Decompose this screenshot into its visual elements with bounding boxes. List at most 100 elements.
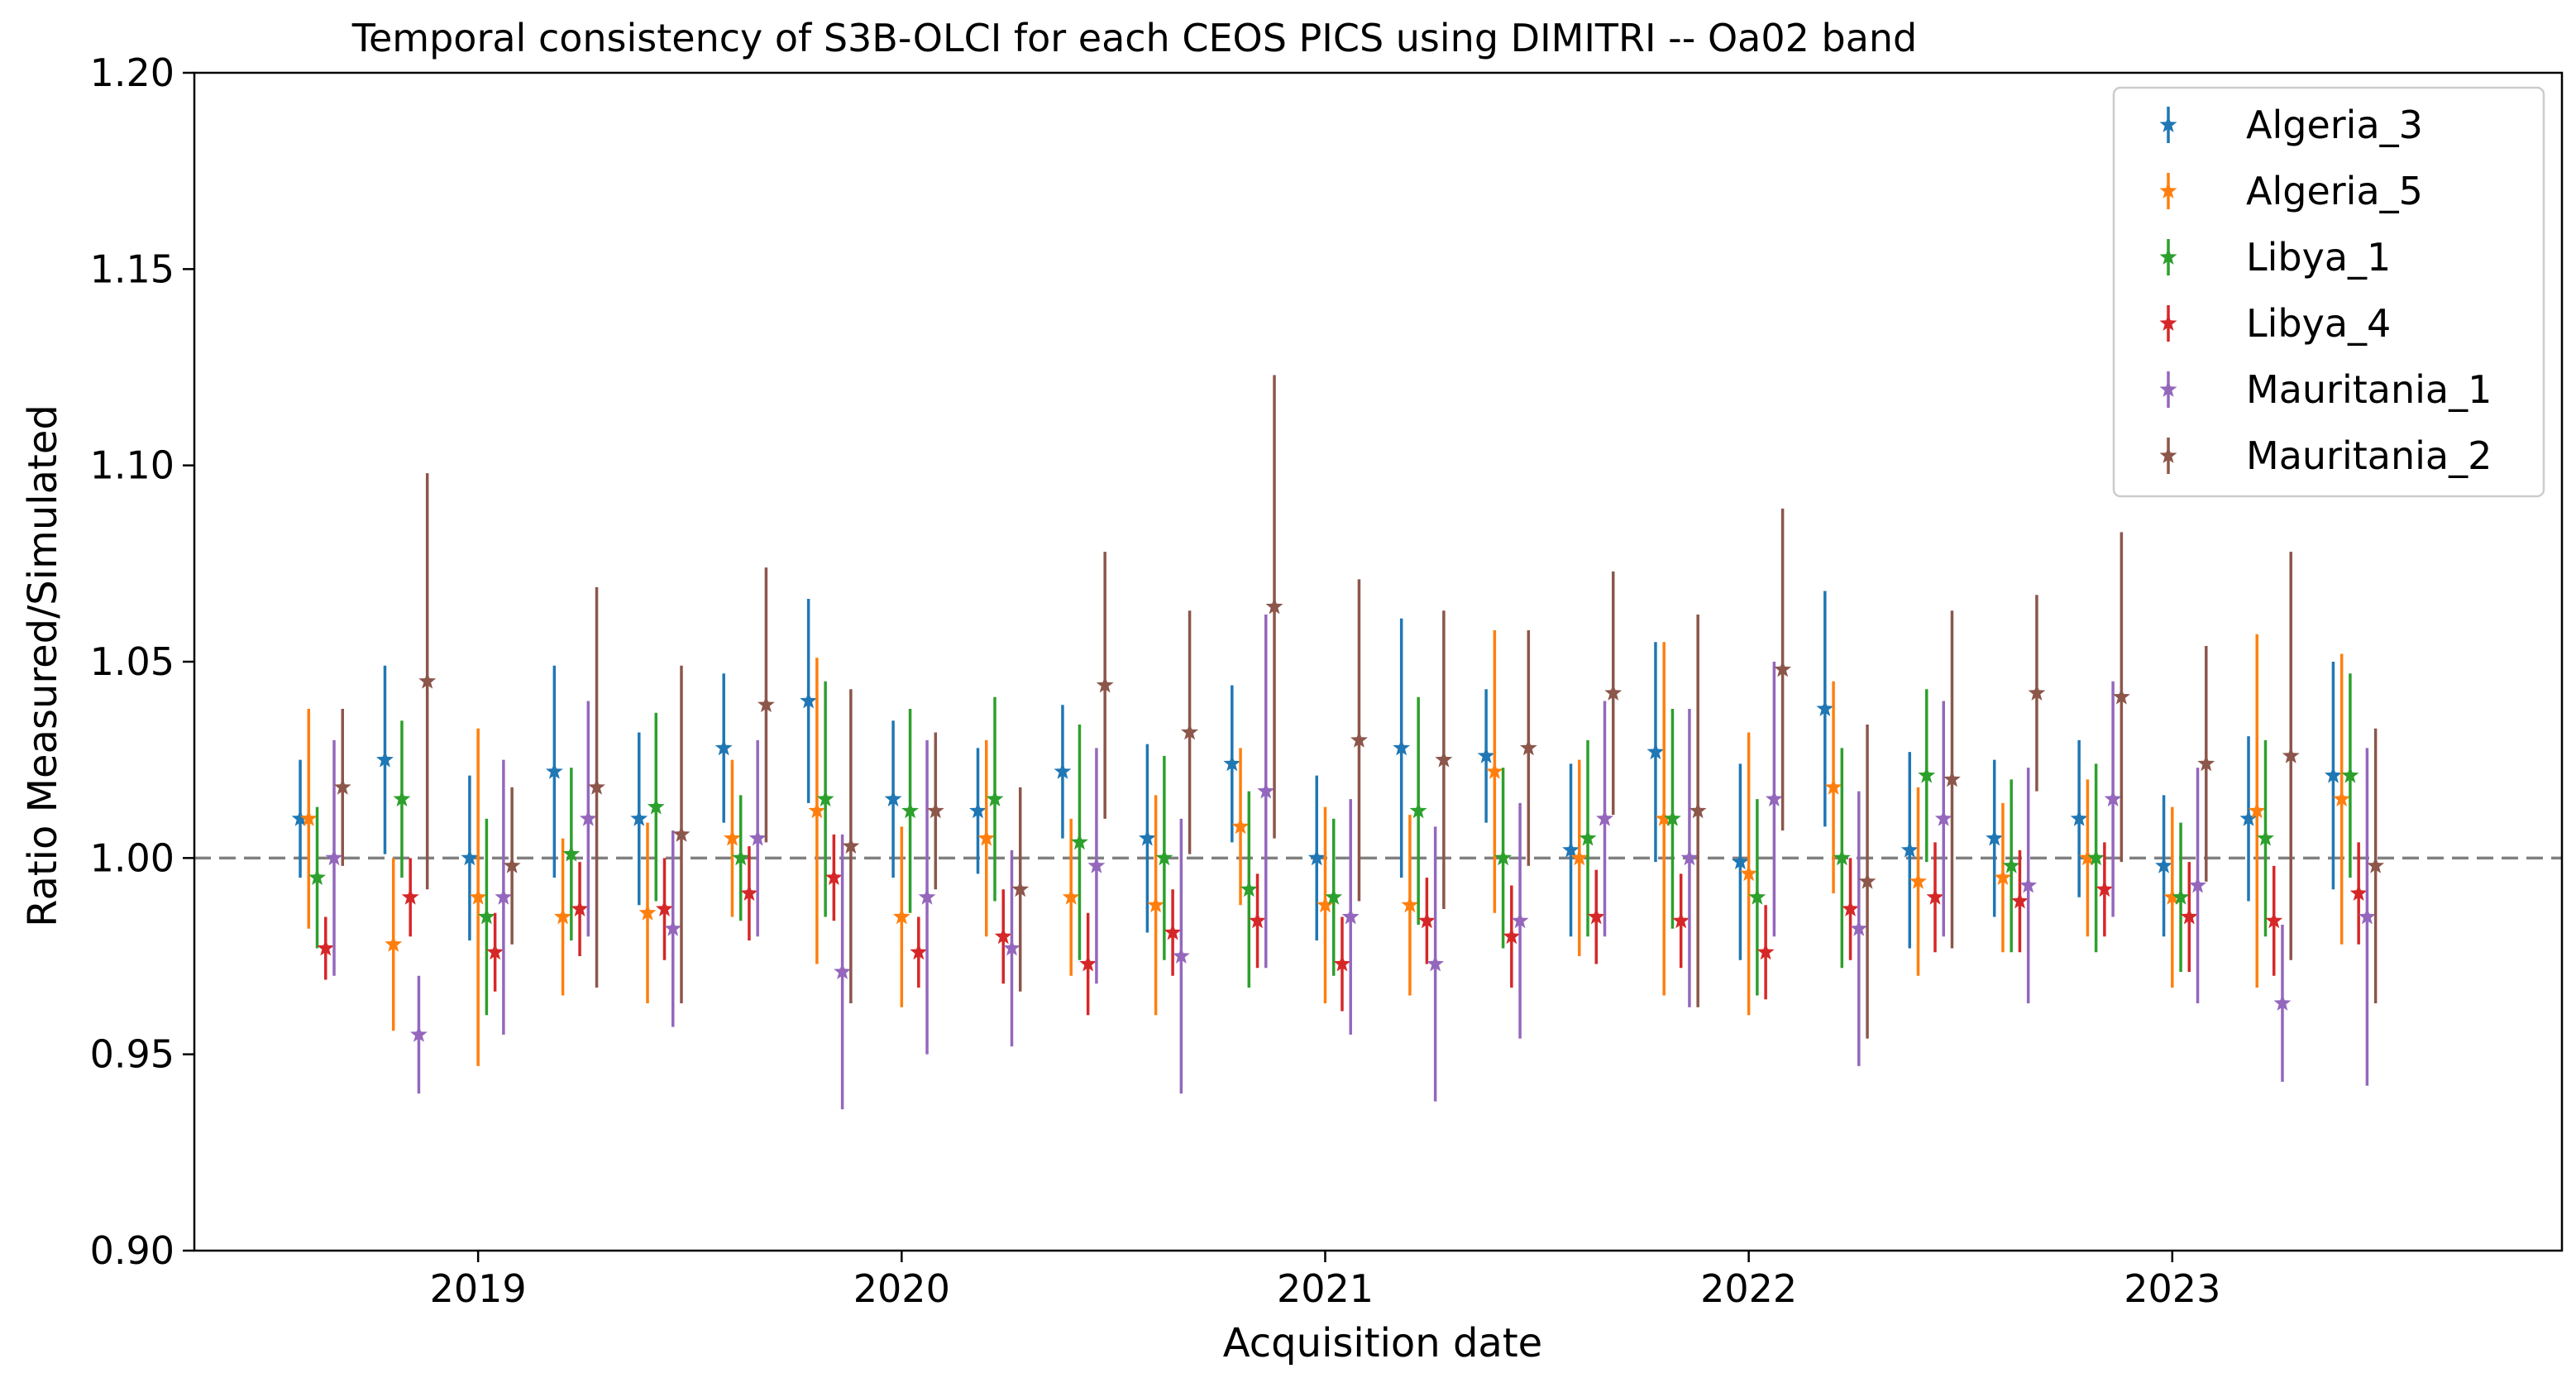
data-point [2019, 876, 2038, 893]
series-mauritania-2 [333, 375, 2385, 1039]
legend-entry: Libya_1 [2159, 235, 2391, 280]
data-point [1740, 864, 1758, 882]
data-point [986, 790, 1004, 806]
data-point [2087, 849, 2105, 866]
data-point [884, 790, 902, 806]
data-point [926, 801, 944, 819]
data-point [1435, 750, 1453, 768]
data-point [2349, 884, 2368, 901]
data-point [1596, 809, 1613, 826]
data-point [1918, 766, 1936, 783]
data-point [461, 849, 479, 866]
data-point [808, 801, 826, 819]
data-point [2112, 687, 2130, 705]
data-point [1249, 911, 1266, 929]
data-point [630, 809, 648, 826]
data-point [2163, 888, 2182, 905]
legend-box [2112, 86, 2545, 498]
data-point [2282, 746, 2300, 763]
data-point [1393, 739, 1411, 756]
data-point [1519, 739, 1537, 756]
data-point [2155, 856, 2172, 873]
data-point [1427, 955, 1445, 972]
data-point [1562, 840, 1580, 858]
data-point [562, 845, 581, 862]
data-point [1994, 868, 2012, 885]
data-point [2078, 849, 2096, 866]
data-point [800, 691, 818, 709]
data-point [1900, 840, 1919, 858]
data-point [1765, 790, 1783, 806]
data-point [1833, 849, 1851, 866]
data-point [1062, 888, 1080, 905]
data-point [2096, 880, 2114, 897]
data-point [2239, 809, 2258, 826]
data-point [1257, 782, 1275, 799]
data-point [1231, 817, 1250, 835]
data-point [1672, 911, 1690, 929]
data-point [503, 856, 521, 873]
data-point [579, 809, 597, 826]
data-point [1333, 955, 1351, 972]
data-point [1401, 896, 1419, 913]
data-point [545, 762, 563, 779]
data-point [647, 797, 665, 815]
data-point [571, 900, 589, 916]
data-point [1223, 754, 1241, 772]
data-point [748, 829, 767, 846]
data-point [1477, 746, 1495, 763]
data-point [842, 837, 860, 854]
data-point [2257, 829, 2274, 846]
data-point [1155, 849, 1173, 866]
x-axis-ticks: 2019 2020 2021 2022 2023 [430, 1251, 2220, 1311]
data-point [2180, 907, 2198, 925]
data-point [1087, 856, 1106, 873]
data-point [2070, 809, 2088, 826]
series-algeria-5 [299, 630, 2351, 1066]
data-point [1138, 829, 1156, 846]
chart-title: Temporal consistency of S3B-OLCI for eac… [351, 16, 1918, 60]
legend-entry: Mauritania_1 [2159, 367, 2492, 412]
data-point [2325, 766, 2342, 783]
data-point [376, 750, 394, 768]
data-point [410, 1025, 428, 1042]
legend-entry: Mauritania_2 [2159, 433, 2492, 478]
data-point [1341, 907, 1360, 925]
data-point [1350, 730, 1368, 748]
legend-label: Mauritania_2 [2246, 433, 2492, 478]
data-point [1409, 801, 1427, 819]
legend-label: Libya_1 [2246, 235, 2391, 280]
y-axis-ticks: 0.90 0.95 1.00 1.05 1.10 1.15 1.20 [90, 50, 194, 1273]
data-point [495, 888, 513, 905]
x-tick-label: 2023 [2124, 1266, 2220, 1311]
data-point [1731, 853, 1749, 869]
series-algeria-3 [291, 591, 2342, 960]
data-point [333, 778, 351, 795]
data-point [486, 943, 504, 960]
data-point [1494, 849, 1513, 866]
data-point [1570, 849, 1589, 866]
data-point [2273, 994, 2292, 1011]
data-point [1646, 743, 1665, 760]
data-point [910, 943, 928, 960]
data-point [1824, 778, 1842, 795]
data-point [732, 849, 750, 866]
data-point [1054, 762, 1072, 779]
y-tick-label: 1.10 [90, 443, 174, 488]
data-point [1079, 955, 1097, 972]
data-point [1503, 927, 1521, 945]
data-point [588, 778, 605, 795]
data-point [1003, 939, 1020, 956]
legend-marker-icon [2159, 116, 2177, 132]
x-tick-label: 2022 [1700, 1266, 1797, 1311]
data-point [1680, 849, 1699, 866]
data-point [1842, 900, 1859, 916]
data-point [824, 868, 843, 885]
y-tick-label: 1.15 [90, 246, 174, 291]
data-point [816, 790, 834, 806]
legend-label: Libya_4 [2246, 301, 2391, 346]
data-point [1587, 907, 1605, 925]
data-point [418, 672, 437, 689]
data-point [1756, 943, 1775, 960]
data-point [834, 963, 852, 979]
